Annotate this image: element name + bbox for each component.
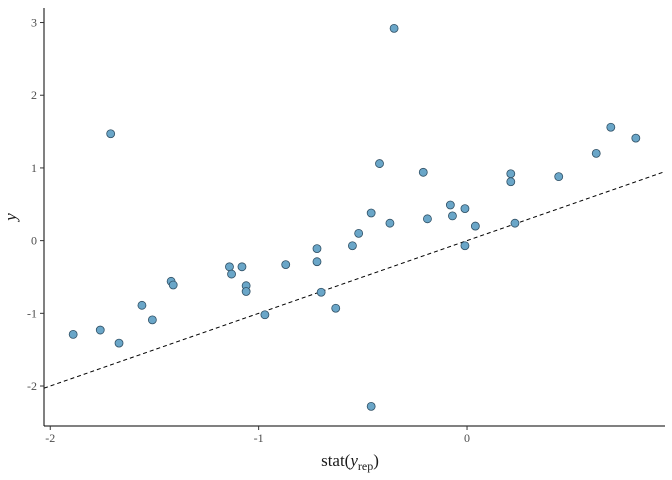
data-point	[312, 257, 322, 267]
data-point	[423, 214, 432, 224]
x-axis-title-close: )	[373, 451, 379, 470]
data-point	[510, 218, 520, 228]
data-point	[448, 211, 457, 221]
data-point	[445, 200, 455, 210]
data-point	[168, 280, 178, 290]
data-point	[331, 303, 341, 313]
y-tick-label: 1	[31, 161, 37, 175]
data-point	[354, 228, 364, 238]
axes-layer	[43, 8, 665, 427]
data-point	[631, 133, 641, 143]
data-point	[606, 122, 616, 132]
x-axis-title-sub: rep	[358, 459, 373, 473]
data-point	[389, 23, 399, 33]
y-tick-label: -2	[27, 379, 37, 393]
data-point	[281, 260, 291, 270]
data-point	[95, 325, 105, 335]
data-point	[137, 300, 147, 310]
points-layer	[68, 23, 641, 411]
data-point	[366, 401, 376, 411]
y-tick-label: -1	[27, 306, 37, 320]
data-point	[237, 262, 247, 272]
data-point	[385, 218, 395, 228]
data-point	[460, 241, 470, 251]
x-tick-label: -1	[254, 431, 264, 445]
data-point	[225, 262, 234, 272]
x-axis-title-prefix: stat(	[321, 451, 351, 470]
data-point	[418, 167, 428, 177]
data-point	[460, 204, 470, 214]
data-point	[227, 269, 236, 279]
data-point	[554, 172, 564, 182]
x-axis-title-var: y	[348, 451, 358, 470]
data-point	[316, 287, 326, 297]
y-axis-title: y	[1, 213, 20, 223]
data-point	[470, 221, 480, 231]
data-point	[366, 208, 376, 218]
x-ticks: -2 -1 0	[45, 426, 470, 445]
x-axis-title: stat(yrep)	[321, 451, 379, 473]
y-tick-label: 3	[31, 16, 37, 30]
x-tick-label: -2	[45, 431, 55, 445]
data-point	[312, 244, 322, 254]
reference-line	[43, 171, 666, 389]
y-tick-label: 0	[31, 234, 37, 248]
data-point	[241, 287, 251, 296]
data-point	[106, 129, 116, 139]
data-point	[147, 315, 157, 325]
reference-line-layer	[43, 171, 666, 389]
data-point	[348, 241, 357, 251]
data-point	[506, 177, 516, 187]
data-point	[375, 159, 384, 168]
x-tick-label: 0	[464, 431, 470, 445]
data-point	[591, 148, 601, 158]
data-point	[68, 330, 78, 339]
y-tick-label: 2	[31, 88, 37, 102]
y-ticks: -2 -1 0 1 2 3	[27, 16, 44, 393]
data-point	[114, 338, 124, 348]
data-point	[506, 169, 516, 179]
data-point	[260, 310, 270, 320]
